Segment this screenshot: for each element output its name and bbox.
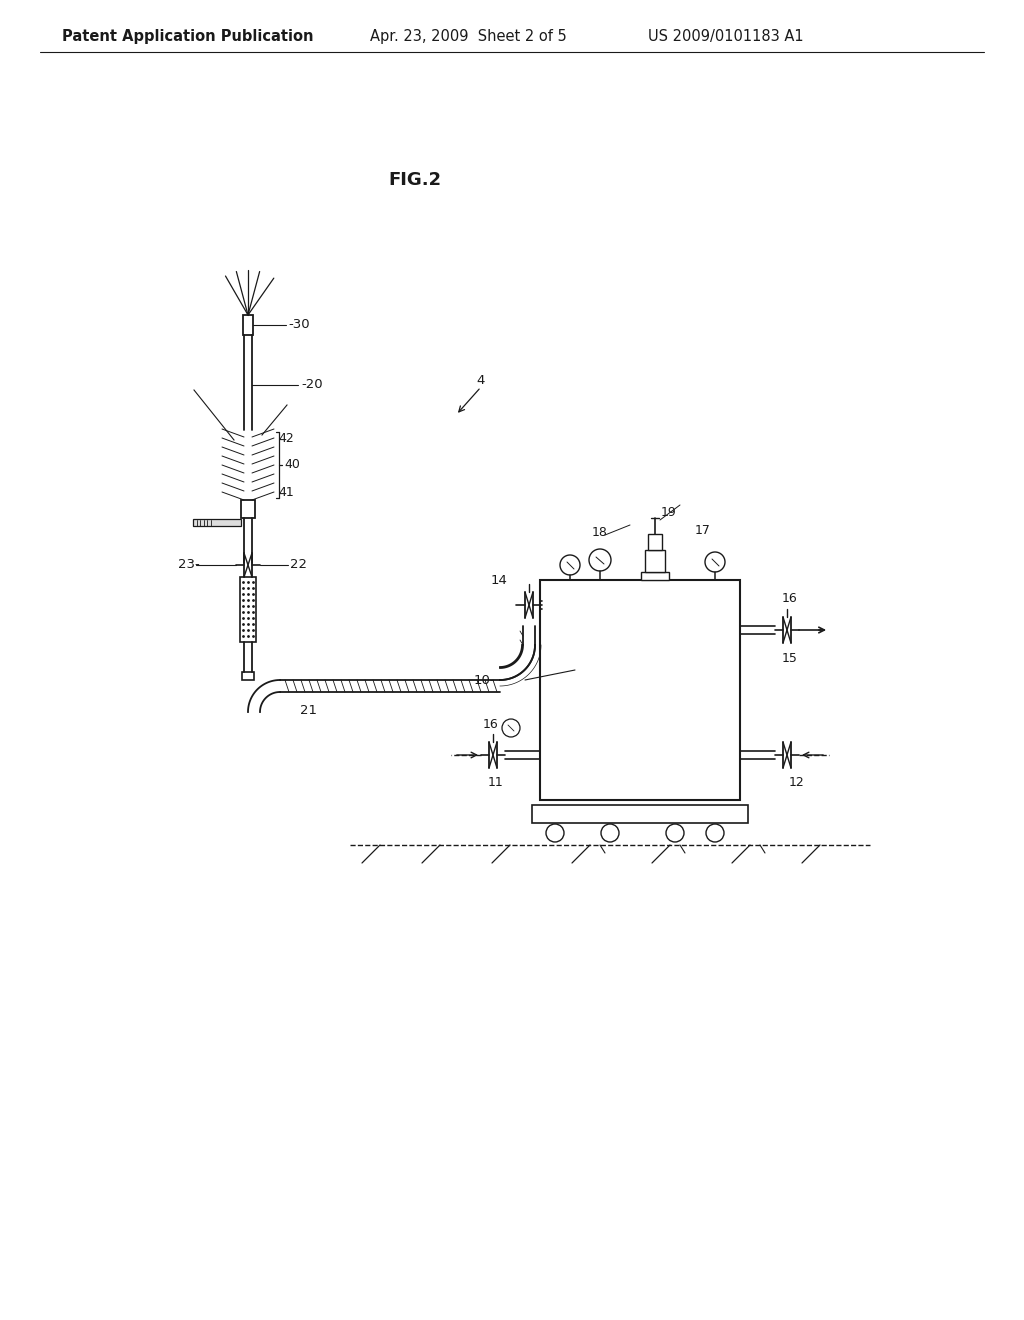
Text: 17: 17 xyxy=(695,524,711,536)
Text: 12: 12 xyxy=(790,776,805,788)
Text: Apr. 23, 2009  Sheet 2 of 5: Apr. 23, 2009 Sheet 2 of 5 xyxy=(370,29,566,45)
Text: 41: 41 xyxy=(278,486,294,499)
Text: -30: -30 xyxy=(288,318,309,331)
Text: FIG.2: FIG.2 xyxy=(388,172,441,189)
Bar xyxy=(532,805,748,822)
Text: 40: 40 xyxy=(284,458,300,471)
Bar xyxy=(241,500,255,517)
Circle shape xyxy=(560,554,580,576)
Text: Patent Application Publication: Patent Application Publication xyxy=(62,29,313,45)
Text: 14: 14 xyxy=(490,573,508,586)
Bar xyxy=(641,572,669,579)
Bar xyxy=(540,579,740,800)
Bar xyxy=(193,519,241,525)
Bar xyxy=(242,672,254,680)
Text: 19: 19 xyxy=(662,506,677,519)
Circle shape xyxy=(502,719,520,737)
Text: -20: -20 xyxy=(301,379,323,392)
Circle shape xyxy=(601,824,618,842)
Text: 11: 11 xyxy=(488,776,504,789)
Text: US 2009/0101183 A1: US 2009/0101183 A1 xyxy=(648,29,804,45)
Text: 42: 42 xyxy=(278,432,294,445)
Bar xyxy=(243,315,253,335)
Text: 21: 21 xyxy=(300,704,317,717)
Text: 15: 15 xyxy=(782,652,798,664)
Bar xyxy=(645,550,665,572)
Circle shape xyxy=(705,552,725,572)
Circle shape xyxy=(666,824,684,842)
Text: 16: 16 xyxy=(782,593,798,606)
Bar xyxy=(240,577,256,642)
Text: 4: 4 xyxy=(476,374,484,387)
Circle shape xyxy=(706,824,724,842)
Text: 10-: 10- xyxy=(473,673,495,686)
Text: 18: 18 xyxy=(592,525,608,539)
Circle shape xyxy=(546,824,564,842)
Text: 22: 22 xyxy=(290,558,307,572)
Bar xyxy=(648,535,662,550)
Text: 23-: 23- xyxy=(178,558,200,572)
Circle shape xyxy=(589,549,611,572)
Text: 16: 16 xyxy=(483,718,499,730)
